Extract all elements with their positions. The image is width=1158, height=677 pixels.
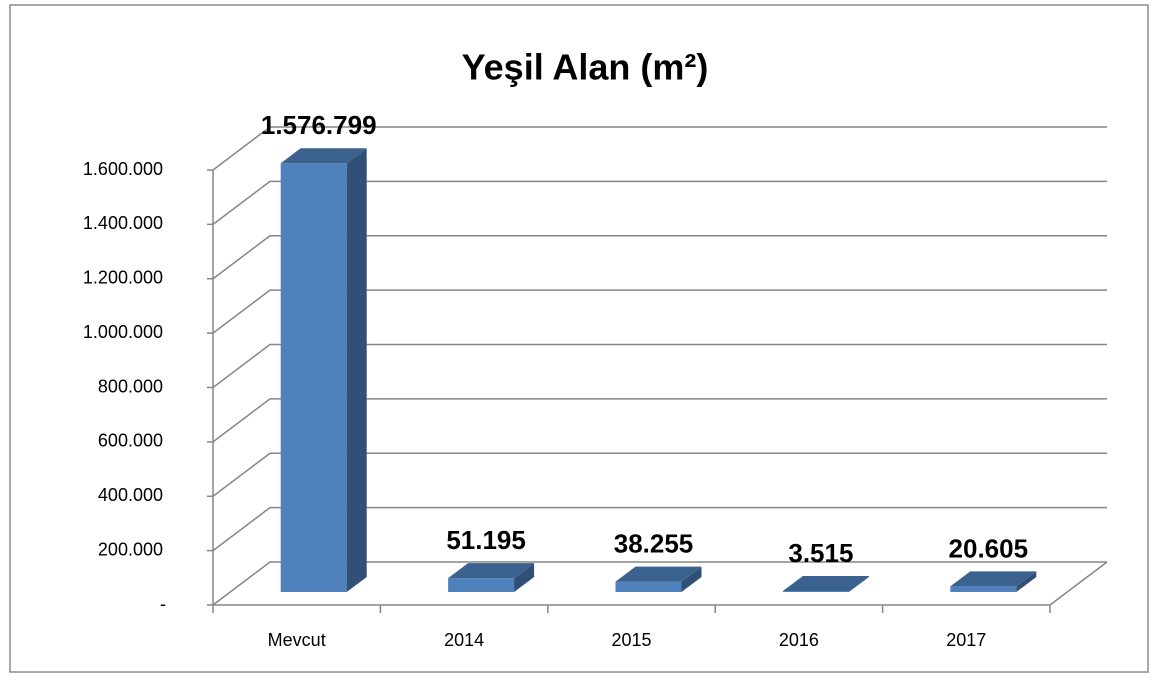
bar [448,563,535,592]
grid-line [212,235,1107,280]
y-tick-label: 800.000 [98,376,163,396]
bar-side [514,563,535,592]
bar-front [615,581,682,592]
bar-front [950,586,1017,592]
y-tick-label: 1.600.000 [83,159,163,179]
chart-title: Yeşil Alan (m²) [462,47,709,88]
y-tick-label: 1.000.000 [83,322,163,342]
data-label: 20.605 [949,533,1029,563]
bar [950,571,1037,592]
grid-line [212,126,1107,171]
bar [782,576,869,592]
y-tick-label: 1.400.000 [83,213,163,233]
bar-top [280,148,367,164]
x-tick-label: 2016 [779,630,819,650]
grid-line [212,398,1107,443]
data-label: 1.576.799 [261,110,377,140]
bar-top [782,576,869,592]
x-tick-label: 2014 [444,630,484,650]
grid-line [212,180,1107,225]
bar-top [448,563,535,579]
grid-line [212,452,1107,497]
bar-top [615,566,702,582]
bar-side [346,148,367,592]
grid-line [212,506,1107,552]
y-tick-label: 600.000 [98,431,163,451]
x-tick-label: 2015 [611,630,651,650]
bar-front [280,163,347,592]
y-tick-label: 1.200.000 [83,268,163,288]
bar-side [681,566,702,592]
bar-front [782,591,849,592]
x-tick-label: Mevcut [268,630,326,650]
bar-front [448,578,515,592]
y-tick-label: 200.000 [98,539,163,559]
x-tick-label: 2017 [946,630,986,650]
y-tick-label: - [160,594,166,614]
bar-side [848,576,869,592]
y-tick-label: 400.000 [98,485,163,505]
bar [280,148,367,592]
bar [615,566,702,592]
data-label: 3.515 [788,538,853,568]
data-label: 38.255 [614,528,694,558]
bar-top [950,571,1037,587]
bar-side [1016,571,1037,592]
grid-line [212,289,1107,334]
grid-line [212,561,1107,606]
data-label: 51.195 [446,525,526,555]
grid-line [212,343,1107,389]
chart-border [9,4,1149,673]
